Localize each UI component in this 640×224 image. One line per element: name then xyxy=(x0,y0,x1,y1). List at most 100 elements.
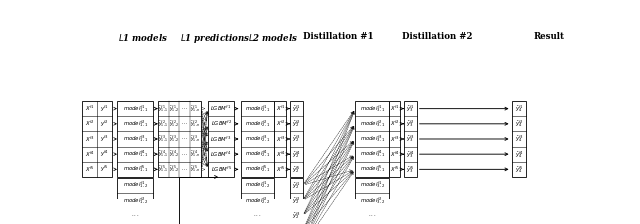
Text: $model^{f1}_{3,1}$: $model^{f1}_{3,1}$ xyxy=(360,103,385,114)
Text: $\hat{y}^{f3}_{1,1}$: $\hat{y}^{f3}_{1,1}$ xyxy=(158,134,168,144)
Text: $\hat{y}^{f2}_{1,1}$: $\hat{y}^{f2}_{1,1}$ xyxy=(158,119,168,129)
FancyBboxPatch shape xyxy=(158,101,201,177)
Text: $model^{f3}_{2,1}$: $model^{f3}_{2,1}$ xyxy=(245,134,270,144)
Text: Distillation #2: Distillation #2 xyxy=(402,32,472,41)
Text: $...$: $...$ xyxy=(181,136,189,142)
Text: $model^{f1}_{1,2}$: $model^{f1}_{1,2}$ xyxy=(123,180,148,190)
Text: $LGBM^{f2}$: $LGBM^{f2}$ xyxy=(211,119,232,128)
FancyBboxPatch shape xyxy=(355,101,389,177)
Text: $X^{f1}$: $X^{f1}$ xyxy=(276,104,285,113)
Text: $LGBM^{f1}$: $LGBM^{f1}$ xyxy=(211,104,232,113)
FancyBboxPatch shape xyxy=(117,178,154,224)
Text: $y^{f1}$: $y^{f1}$ xyxy=(100,103,109,114)
Text: $X^{f5}$: $X^{f5}$ xyxy=(85,165,95,174)
Text: $\hat{y}^{f1}_{3}$: $\hat{y}^{f1}_{3}$ xyxy=(406,103,415,114)
Text: $\hat{y}^{f1}_{1,1}$: $\hat{y}^{f1}_{1,1}$ xyxy=(158,103,168,114)
Text: $\hat{y}^{f3}_{1,2}$: $\hat{y}^{f3}_{1,2}$ xyxy=(169,134,179,144)
Text: $model^{f2}_{1,2}$: $model^{f2}_{1,2}$ xyxy=(123,196,148,206)
Text: $\hat{y}^{f1}_{1,2}$: $\hat{y}^{f1}_{1,2}$ xyxy=(169,103,179,114)
Text: $model^{f1}_{2,1}$: $model^{f1}_{2,1}$ xyxy=(245,103,270,114)
Text: $\hat{y}^{f5}_{1,2}$: $\hat{y}^{f5}_{1,2}$ xyxy=(169,164,179,174)
Text: $model^{f5}_{3,1}$: $model^{f5}_{3,1}$ xyxy=(360,164,385,174)
FancyBboxPatch shape xyxy=(355,178,389,224)
Text: $...$: $...$ xyxy=(181,106,189,111)
Text: $model^{f2}_{2,2}$: $model^{f2}_{2,2}$ xyxy=(245,196,270,206)
Text: $\hat{y}^{f5}_{1,1}$: $\hat{y}^{f5}_{1,1}$ xyxy=(158,164,168,174)
Text: $X^{f3}$: $X^{f3}$ xyxy=(275,134,285,144)
Text: $\hat{y}^{f1}_{1,n}$: $\hat{y}^{f1}_{1,n}$ xyxy=(190,103,201,114)
Text: $LGBM^{f3}$: $LGBM^{f3}$ xyxy=(211,134,232,144)
FancyBboxPatch shape xyxy=(208,101,234,177)
Text: $X^{f2}$: $X^{f2}$ xyxy=(276,119,285,128)
Text: $model^{f3}_{3,1}$: $model^{f3}_{3,1}$ xyxy=(360,134,385,144)
Text: $y^{f2}$: $y^{f2}$ xyxy=(100,119,109,129)
Text: $\hat{y}^{f5}_{2}$: $\hat{y}^{f5}_{2}$ xyxy=(292,164,301,175)
FancyBboxPatch shape xyxy=(241,101,275,177)
Text: $...$: $...$ xyxy=(131,213,140,218)
Text: $\hat{y}^{f1}_{4}$: $\hat{y}^{f1}_{4}$ xyxy=(515,103,524,114)
Text: $model^{f4}_{1,1}$: $model^{f4}_{1,1}$ xyxy=(123,149,148,159)
Text: $\hat{y}^{f2}_{4}$: $\hat{y}^{f2}_{4}$ xyxy=(515,118,524,129)
Text: Distillation #1: Distillation #1 xyxy=(303,32,373,41)
Text: $model^{f2}_{2,1}$: $model^{f2}_{2,1}$ xyxy=(245,119,270,129)
Text: $\hat{y}^{f3}_{4}$: $\hat{y}^{f3}_{4}$ xyxy=(515,134,524,144)
Text: $X^{f4}$: $X^{f4}$ xyxy=(390,150,399,159)
Text: $\hat{y}^{f4}_{1,1}$: $\hat{y}^{f4}_{1,1}$ xyxy=(158,149,168,159)
Text: $model^{f1}_{1,1}$: $model^{f1}_{1,1}$ xyxy=(123,103,148,114)
Text: $model^{f2}_{1,1}$: $model^{f2}_{1,1}$ xyxy=(123,119,148,129)
FancyBboxPatch shape xyxy=(389,101,401,177)
Text: $model^{f1}_{3,2}$: $model^{f1}_{3,2}$ xyxy=(360,180,385,190)
Text: $y^{f5}$: $y^{f5}$ xyxy=(100,164,109,174)
FancyBboxPatch shape xyxy=(117,101,154,177)
Text: $...$: $...$ xyxy=(181,121,189,126)
Text: $X^{f1}$: $X^{f1}$ xyxy=(85,104,95,113)
Text: $model^{f3}_{1,1}$: $model^{f3}_{1,1}$ xyxy=(123,134,148,144)
Text: $X^{f1}$: $X^{f1}$ xyxy=(390,104,399,113)
Text: $\hat{y}^{f3}_{3}$: $\hat{y}^{f3}_{3}$ xyxy=(406,134,415,144)
Text: $\hat{y}^{f4}_{1,2}$: $\hat{y}^{f4}_{1,2}$ xyxy=(169,149,179,159)
Text: $X^{f5}$: $X^{f5}$ xyxy=(390,165,399,174)
Text: $\hat{y}^{f2}_{1,n}$: $\hat{y}^{f2}_{1,n}$ xyxy=(190,119,201,129)
Text: $model^{f1}_{2,2}$: $model^{f1}_{2,2}$ xyxy=(245,180,270,190)
Text: $\hat{y}^{f1}_{2}$: $\hat{y}^{f1}_{2}$ xyxy=(292,180,301,191)
Text: $model^{f2}_{3,1}$: $model^{f2}_{3,1}$ xyxy=(360,119,385,129)
Text: $X^{f3}$: $X^{f3}$ xyxy=(390,134,399,144)
FancyBboxPatch shape xyxy=(290,101,303,177)
Text: $\hat{y}^{f1}_{2}$: $\hat{y}^{f1}_{2}$ xyxy=(292,103,301,114)
Text: $\hat{y}^{f3}_{2}$: $\hat{y}^{f3}_{2}$ xyxy=(292,210,301,221)
Text: $L$2 models: $L$2 models xyxy=(248,32,298,43)
Text: $\hat{y}^{f2}_{2}$: $\hat{y}^{f2}_{2}$ xyxy=(292,118,301,129)
Text: $...$: $...$ xyxy=(181,167,189,172)
Text: $\hat{y}^{f3}_{1,n}$: $\hat{y}^{f3}_{1,n}$ xyxy=(190,134,201,144)
Text: $\hat{y}^{f4}_{3}$: $\hat{y}^{f4}_{3}$ xyxy=(406,149,415,159)
Text: $X^{f3}$: $X^{f3}$ xyxy=(85,134,95,144)
FancyBboxPatch shape xyxy=(275,101,286,177)
Text: Result: Result xyxy=(533,32,564,41)
Text: $\hat{y}^{f5}_{1,n}$: $\hat{y}^{f5}_{1,n}$ xyxy=(190,164,201,174)
Text: $y^{f4}$: $y^{f4}$ xyxy=(100,149,109,159)
Text: $LGBM^{f5}$: $LGBM^{f5}$ xyxy=(211,165,232,174)
Text: $\hat{y}^{f2}_{3}$: $\hat{y}^{f2}_{3}$ xyxy=(406,118,415,129)
Text: $X^{f4}$: $X^{f4}$ xyxy=(85,150,95,159)
Text: $L$1 models: $L$1 models xyxy=(118,32,168,43)
FancyBboxPatch shape xyxy=(241,178,275,224)
Text: $LGBM^{f4}$: $LGBM^{f4}$ xyxy=(211,150,232,159)
Text: $\hat{y}^{f2}_{1,2}$: $\hat{y}^{f2}_{1,2}$ xyxy=(169,119,179,129)
Text: $\hat{y}^{f5}_{3}$: $\hat{y}^{f5}_{3}$ xyxy=(406,164,415,175)
FancyBboxPatch shape xyxy=(404,101,417,177)
Text: $X^{f2}$: $X^{f2}$ xyxy=(390,119,399,128)
Text: $L$1 predictions: $L$1 predictions xyxy=(180,32,251,45)
Text: $\hat{y}^{f5}_{4}$: $\hat{y}^{f5}_{4}$ xyxy=(515,164,524,175)
Text: $y^{f3}$: $y^{f3}$ xyxy=(100,134,109,144)
Text: $X^{f4}$: $X^{f4}$ xyxy=(275,150,285,159)
Text: $\hat{y}^{f4}_{2}$: $\hat{y}^{f4}_{2}$ xyxy=(292,149,301,159)
Text: $...$: $...$ xyxy=(181,152,189,157)
Text: $\hat{y}^{f3}_{2}$: $\hat{y}^{f3}_{2}$ xyxy=(292,134,301,144)
FancyBboxPatch shape xyxy=(290,178,303,224)
Text: $\hat{y}^{f2}_{2}$: $\hat{y}^{f2}_{2}$ xyxy=(292,195,301,206)
FancyBboxPatch shape xyxy=(511,101,527,177)
Text: $\hat{y}^{f4}_{4}$: $\hat{y}^{f4}_{4}$ xyxy=(515,149,524,159)
Text: $X^{f5}$: $X^{f5}$ xyxy=(276,165,285,174)
Text: $...$: $...$ xyxy=(368,213,376,218)
Text: $model^{f2}_{3,2}$: $model^{f2}_{3,2}$ xyxy=(360,196,385,206)
